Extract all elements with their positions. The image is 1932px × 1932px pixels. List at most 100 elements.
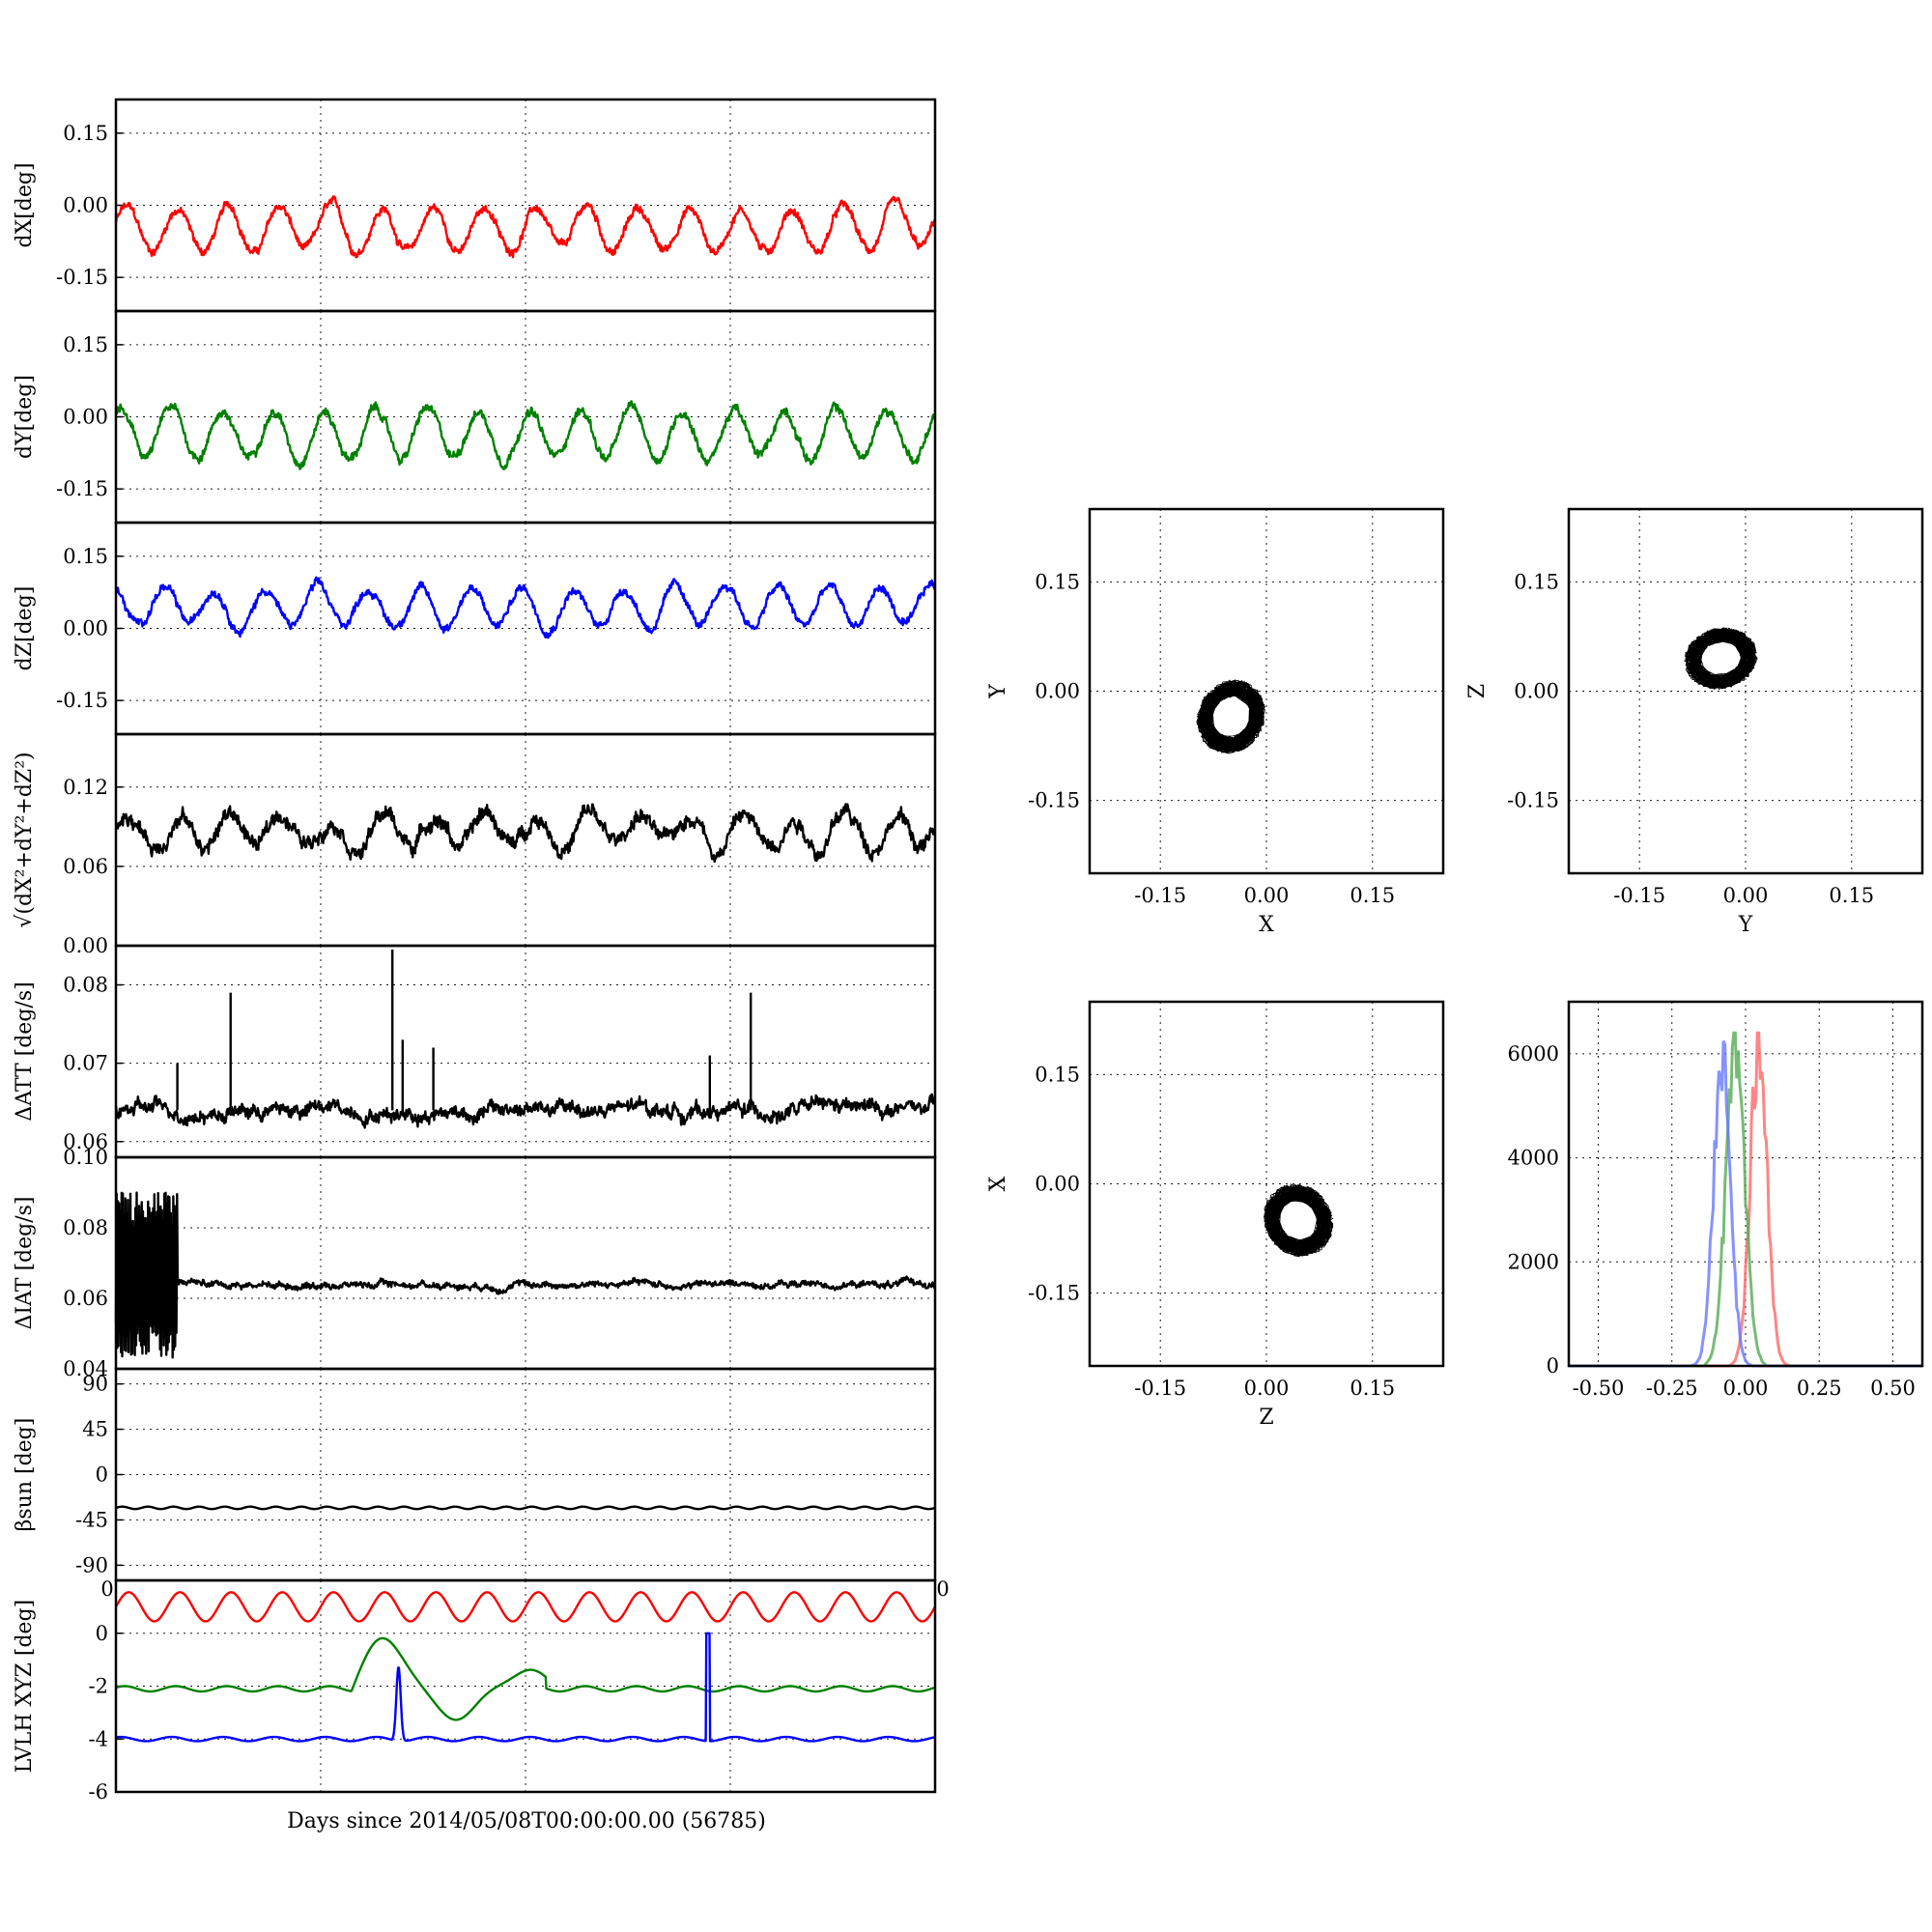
panel-0: 0.15 0.00 -0.15 dX[deg]: [13, 98, 937, 313]
ytick-label-2: 0.15: [1514, 570, 1559, 593]
xtick-label-0: -0.50: [1573, 1377, 1625, 1400]
panel-7: 0 -2 -4 -6 LVLH XYZ [deg]: [13, 1578, 937, 1804]
xtick-label-0: -0.15: [1134, 1377, 1186, 1400]
ytick-label-2: -4: [89, 1727, 108, 1750]
ytick-label-1: 0.00: [1035, 680, 1080, 703]
series-line-0: [115, 1505, 936, 1511]
ytick-label-1: 0.00: [63, 406, 108, 429]
ylabel-7: LVLH XYZ [deg]: [13, 1600, 37, 1774]
trajectory-line: [1684, 627, 1758, 691]
xlabel: X: [1259, 913, 1274, 937]
xlabel: Y: [1738, 913, 1753, 937]
panel-frame-7: [114, 1578, 937, 1794]
xlabel: Z: [1259, 1406, 1273, 1430]
ytick-label-3: -6: [89, 1780, 108, 1804]
panel-edge-tick-right: 0: [936, 1577, 949, 1601]
ytick-label-3: 0.04: [63, 1357, 108, 1380]
ytick-label-2: 0: [96, 1463, 108, 1487]
xtick-label-0: -0.15: [1134, 884, 1186, 907]
ytick-label-1: 4000: [1508, 1147, 1559, 1170]
xtick-label-0: -0.15: [1613, 884, 1665, 907]
scatter-panel-8: -0.15 -0.15 0.00 0.00 0.15 0.15 X Y: [986, 507, 1445, 937]
panel-1: 0.15 0.00 -0.15 dY[deg]: [13, 309, 937, 525]
panel-frame: [1567, 1000, 1924, 1368]
ytick-label-0: 0.15: [63, 333, 108, 356]
series-line-2: [115, 1632, 936, 1743]
ytick-label-0: -0.15: [1028, 789, 1080, 812]
ytick-label-2: 0.00: [63, 934, 108, 957]
ylabel: X: [986, 1176, 1010, 1191]
xtick-label-1: -0.25: [1646, 1377, 1698, 1400]
series-line-0: [114, 576, 937, 639]
ytick-label-1: 0.06: [63, 855, 108, 878]
panel-frame: [1088, 1000, 1445, 1368]
xtick-label-1: 0.00: [1723, 884, 1769, 907]
ytick-label-0: -0.15: [1507, 789, 1559, 812]
series-line-0: [114, 1591, 937, 1623]
panel-frame: [1088, 507, 1445, 875]
series-line-0: [114, 1093, 936, 1129]
panel-frame-4: [114, 944, 937, 1159]
panel-3: 0.12 0.06 0.00 √(dX²+dY²+dZ²): [13, 732, 937, 957]
ytick-label-1: 45: [82, 1418, 108, 1441]
panel-frame: [1567, 507, 1924, 875]
ytick-label-1: 0.08: [63, 1216, 108, 1239]
ytick-label-2: 2000: [1508, 1250, 1559, 1273]
series-line-0: [114, 195, 937, 259]
ytick-label-0: 0.10: [63, 1146, 108, 1169]
xtick-label-3: 0.25: [1797, 1377, 1842, 1400]
ytick-label-0: 0: [96, 1622, 108, 1645]
ytick-label-0: 90: [82, 1373, 108, 1396]
ylabel: Z: [1465, 684, 1490, 698]
panel-frame-5: [114, 1155, 937, 1371]
ytick-label-3: 0: [1547, 1354, 1559, 1378]
ytick-label-1: 0.07: [63, 1052, 108, 1075]
series-line-0: [114, 1191, 937, 1359]
series-line-0: [114, 400, 937, 470]
xtick-label-2: 0.15: [1829, 884, 1874, 907]
ylabel-1: dY[deg]: [13, 375, 37, 459]
series-line-1: [115, 1636, 936, 1721]
panel-2: 0.15 0.00 -0.15 dZ[deg]: [13, 521, 937, 736]
ytick-label-1: 0.00: [1514, 680, 1559, 703]
ytick-label-2: -0.15: [56, 689, 108, 712]
panel-5: 0.10 0.08 0.06 0.04 ΔIAT [deg/s]: [13, 1146, 937, 1380]
panel-edge-tick-left: 0: [100, 1577, 113, 1601]
xtick-label-1: 0.00: [1244, 1377, 1290, 1400]
xtick-label-1: 0.00: [1244, 884, 1290, 907]
ytick-label-0: 6000: [1508, 1042, 1559, 1065]
x-axis-label: Days since 2014/05/08T00:00:00.00 (56785…: [287, 1809, 766, 1833]
ylabel-4: ΔATT [deg/s]: [13, 981, 37, 1121]
ytick-label-0: 0.15: [63, 545, 108, 568]
ytick-label-1: 0.00: [63, 194, 108, 217]
ytick-label-1: -2: [89, 1675, 108, 1698]
xtick-label-2: 0.00: [1723, 1377, 1769, 1400]
panel-6: 90 45 0 -45 -90 βsun [deg]: [13, 1367, 937, 1582]
ytick-label-0: 0.15: [63, 122, 108, 145]
histogram-panel: -0.50 -0.25 0.00 0.25 0.50 6000 4000 2000 0: [1508, 1000, 1924, 1400]
ytick-label-1: 0.00: [1035, 1173, 1080, 1196]
panel-4: 0.08 0.07 0.06 ΔATT [deg/s]: [13, 944, 937, 1159]
xtick-label-4: 0.50: [1870, 1377, 1916, 1400]
ytick-label-2: -0.15: [56, 266, 108, 289]
ylabel-2: dZ[deg]: [13, 586, 37, 671]
ylabel-0: dX[deg]: [13, 162, 37, 247]
scatter-panel-10: -0.15 -0.15 0.00 0.00 0.15 0.15 Z X: [986, 1000, 1445, 1430]
trajectory-line: [1196, 679, 1266, 754]
ytick-label-2: 0.06: [63, 1287, 108, 1310]
ytick-label-2: 0.15: [1035, 570, 1080, 593]
ylabel-3: √(dX²+dY²+dZ²): [13, 752, 37, 927]
ytick-label-0: -0.15: [1028, 1282, 1080, 1305]
ytick-label-1: 0.00: [63, 617, 108, 640]
ytick-label-2: 0.15: [1035, 1063, 1080, 1086]
ytick-label-0: 0.08: [63, 974, 108, 997]
ytick-label-0: 0.12: [63, 776, 108, 799]
ytick-label-2: -0.15: [56, 477, 108, 500]
ylabel-6: βsun [deg]: [13, 1418, 37, 1532]
scatter-panel-9: -0.15 -0.15 0.00 0.00 0.15 0.15 Y Z: [1465, 507, 1924, 937]
xtick-label-2: 0.15: [1350, 1377, 1395, 1400]
series-line-0: [114, 803, 937, 864]
ytick-label-4: -90: [75, 1553, 108, 1577]
ylabel: Y: [986, 684, 1010, 699]
